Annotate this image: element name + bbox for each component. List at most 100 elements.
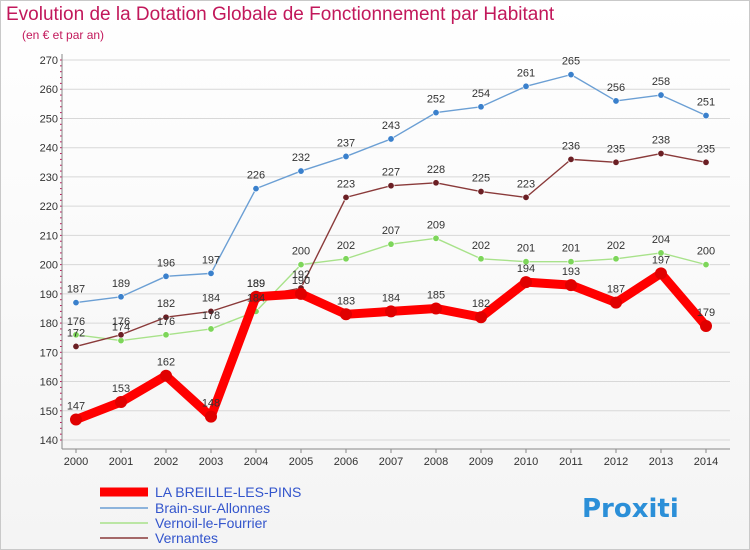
x-tick-label: 2000 [64, 456, 88, 468]
data-label: 202 [337, 240, 355, 252]
data-point [387, 240, 395, 248]
data-label: 265 [562, 56, 580, 68]
data-label: 236 [562, 140, 580, 152]
data-point [432, 179, 440, 187]
data-label: 183 [337, 295, 355, 307]
data-point [117, 293, 125, 301]
data-point [115, 396, 127, 408]
data-label: 201 [517, 243, 535, 255]
data-point [520, 276, 532, 289]
data-label: 197 [202, 254, 220, 266]
x-tick-label: 2004 [244, 456, 268, 468]
data-point [567, 155, 575, 163]
data-point [70, 413, 82, 426]
data-point [295, 287, 307, 300]
data-point [477, 255, 485, 263]
data-label: 202 [607, 240, 625, 252]
data-point [162, 272, 170, 280]
data-point [702, 158, 710, 166]
data-label: 192 [292, 269, 310, 281]
data-point [612, 158, 620, 166]
data-label: 176 [157, 316, 175, 328]
data-point [657, 91, 665, 99]
x-tick-label: 2005 [289, 456, 313, 468]
data-label: 235 [607, 143, 625, 155]
data-label: 254 [472, 88, 490, 100]
data-label: 235 [697, 143, 715, 155]
data-point [207, 307, 215, 315]
data-point [117, 337, 125, 345]
data-label: 178 [202, 310, 220, 322]
data-point [72, 299, 80, 307]
data-label: 185 [427, 289, 445, 301]
y-tick-label: 210 [40, 230, 58, 242]
y-tick-label: 140 [40, 435, 58, 447]
data-point [117, 331, 125, 339]
data-point [655, 267, 667, 280]
x-tick-label: 2010 [514, 456, 538, 468]
data-label: 204 [652, 234, 670, 246]
data-point [342, 152, 350, 160]
y-tick-label: 230 [40, 172, 58, 184]
x-tick-label: 2003 [199, 456, 223, 468]
data-label: 187 [607, 284, 625, 296]
data-point [475, 311, 487, 324]
x-tick-label: 2006 [334, 456, 358, 468]
data-label: 232 [292, 152, 310, 164]
data-label: 207 [382, 225, 400, 237]
legend-label: Vernantes [155, 530, 218, 546]
y-tick-label: 240 [40, 143, 58, 155]
data-label: 182 [157, 298, 175, 310]
data-point [612, 255, 620, 263]
data-label: 256 [607, 82, 625, 94]
data-point [205, 410, 217, 423]
y-tick-label: 260 [40, 84, 58, 96]
data-point [702, 112, 710, 120]
data-label: 193 [562, 266, 580, 278]
x-tick-label: 2014 [694, 456, 718, 468]
data-point [477, 103, 485, 111]
data-label: 200 [697, 246, 715, 258]
data-label: 189 [247, 278, 265, 290]
x-tick-label: 2002 [154, 456, 178, 468]
data-point [522, 193, 530, 201]
data-point [567, 258, 575, 266]
data-label: 238 [652, 135, 670, 147]
data-point [340, 308, 352, 321]
x-tick-label: 2013 [649, 456, 673, 468]
data-label: 189 [112, 278, 130, 290]
y-tick-label: 170 [40, 347, 58, 359]
data-label: 196 [157, 257, 175, 269]
data-label: 184 [382, 292, 400, 304]
data-point [250, 290, 262, 303]
data-label: 209 [427, 219, 445, 231]
data-point [160, 369, 172, 382]
data-point [700, 320, 712, 332]
data-point [387, 182, 395, 190]
y-tick-label: 160 [40, 377, 58, 389]
data-label: 176 [112, 316, 130, 328]
x-tick-label: 2009 [469, 456, 493, 468]
data-label: 153 [112, 383, 130, 395]
data-label: 182 [472, 298, 490, 310]
data-label: 225 [472, 173, 490, 185]
series-lines [70, 71, 712, 426]
data-point [207, 325, 215, 333]
data-label: 223 [517, 178, 535, 190]
data-point [297, 261, 305, 269]
data-label: 201 [562, 243, 580, 255]
legend-label: Brain-sur-Allonnes [155, 500, 270, 516]
data-label: 228 [427, 164, 445, 176]
data-point [657, 150, 665, 158]
y-tick-label: 150 [40, 406, 58, 418]
legend-label: LA BREILLE-LES-PINS [155, 484, 301, 500]
x-tick-label: 2008 [424, 456, 448, 468]
data-label: 194 [517, 263, 535, 275]
data-point [252, 185, 260, 193]
data-point [72, 331, 80, 339]
data-label: 189 [247, 278, 265, 290]
data-point [610, 296, 622, 309]
